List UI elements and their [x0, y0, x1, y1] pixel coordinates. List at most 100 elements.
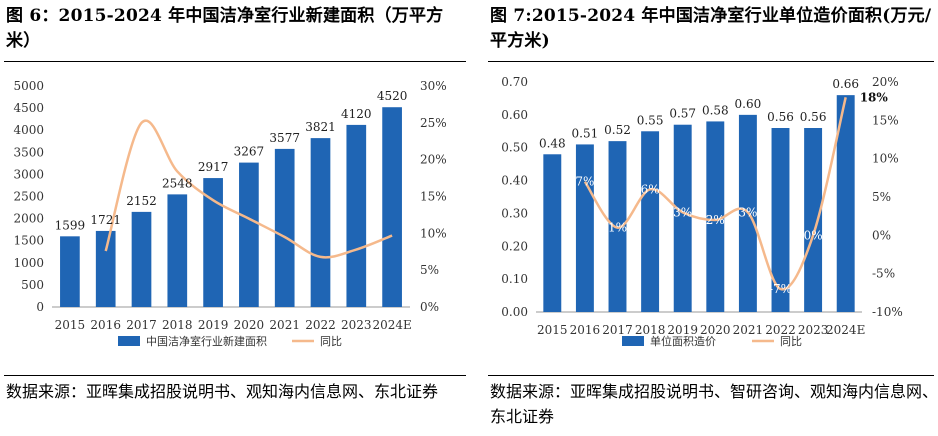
unit-cost-chart: 0.00 0.10 0.20 0.30 0.40 0.50 0.60 0.70 -10% -5% 0… [501, 75, 902, 348]
x-tick-label: 2016 [90, 318, 121, 332]
bar-data-label: 0.56 [767, 110, 794, 124]
y-left-tick-label: 0.70 [501, 75, 528, 89]
bar [804, 128, 823, 312]
bar-data-label: 3267 [234, 145, 265, 159]
legend-line-label: 同比 [780, 335, 802, 348]
line-data-label: 6% [641, 182, 660, 196]
line-data-labels: 7% 1% 6% 3% 2% 3% -7% 0% 18% [575, 90, 888, 296]
x-tick-label: 2022 [765, 323, 796, 337]
x-tick-label: 2024E [372, 318, 411, 332]
y-right-tick-label: 15% [420, 190, 447, 204]
bar-data-labels: 0.48 0.51 0.52 0.55 0.57 0.58 0.60 0.56 0.56 0.66 [539, 77, 859, 150]
legend-line-label: 同比 [320, 335, 342, 348]
y-right-tick-label: 10% [872, 152, 899, 166]
line-data-label: 2% [706, 213, 725, 227]
axes: 0.00 0.10 0.20 0.30 0.40 0.50 0.60 0.70 -10% -5% 0… [501, 75, 902, 337]
line-data-label: 3% [738, 205, 757, 219]
y-left-tick-label: 0.40 [501, 174, 528, 188]
source-note: 数据来源：亚晖集成招股说明书、观知海内信息网、东北证券 [6, 382, 439, 401]
y-right-tick-label: 0% [420, 300, 439, 314]
x-tick-label: 2020 [234, 318, 265, 332]
x-tick-label: 2024E [826, 323, 865, 337]
bar [673, 124, 692, 312]
bar [706, 121, 725, 312]
bar-data-label: 0.51 [572, 126, 599, 140]
bar-data-label: 4520 [377, 89, 408, 103]
bar-data-label: 0.52 [604, 123, 631, 137]
line-series [104, 119, 393, 259]
y-left-tick-label: 0.20 [501, 239, 528, 253]
bar [641, 131, 660, 312]
x-tick-label: 2017 [602, 323, 633, 337]
x-tick-label: 2019 [198, 318, 229, 332]
line-series [583, 97, 847, 291]
y-left-tick-label: 4000 [13, 123, 44, 137]
x-tick-label: 2015 [55, 318, 86, 332]
legend: 中国洁净室行业新建面积 同比 [118, 334, 342, 348]
axes: 0 500 1000 1500 2000 2500 3000 3500 4000 4500 5000… [13, 79, 446, 332]
legend: 单位面积造价 同比 [622, 334, 802, 348]
y-left-tick-label: 4500 [13, 101, 44, 115]
x-tick-label: 2023 [341, 318, 372, 332]
x-tick-label: 2018 [162, 318, 193, 332]
y-left-tick-label: 5000 [13, 79, 44, 93]
y-right-tick-label: 10% [420, 226, 447, 240]
bar-data-label: 2152 [126, 194, 157, 208]
bar [167, 194, 188, 307]
bar-data-label: 3821 [305, 120, 336, 134]
y-right-tick-label: 5% [420, 263, 439, 277]
bar-data-label: 0.48 [539, 136, 566, 150]
y-left-tick-label: 2000 [13, 212, 44, 226]
x-tick-label: 2015 [537, 323, 568, 337]
bar [274, 148, 295, 307]
chart-panel-right: 图 7:2015-2024 年中国洁净室行业单位造价面积(万元/平方米) 0.0… [484, 0, 938, 436]
source-divider [4, 375, 466, 376]
bar [771, 128, 790, 312]
bar [382, 107, 402, 307]
source-divider [488, 375, 934, 376]
chart-title: 图 6：2015-2024 年中国洁净室行业新建面积（万平方米） [6, 6, 444, 51]
y-left-tick-label: 3500 [13, 145, 44, 159]
line-data-label: 18% [860, 90, 889, 104]
legend-bar-label: 单位面积造价 [650, 334, 716, 348]
y-left-tick-label: 0 [36, 300, 44, 314]
x-tick-label: 2016 [570, 323, 601, 337]
bar-series [60, 107, 402, 307]
bar [203, 178, 223, 307]
legend-bar-swatch [622, 336, 644, 346]
line-data-label: 7% [575, 175, 594, 189]
y-right-tick-label: 15% [872, 113, 899, 127]
y-right-tick-label: 20% [420, 153, 447, 167]
y-left-tick-label: 500 [21, 278, 44, 292]
area-growth-chart: 0 500 1000 1500 2000 2500 3000 3500 4000 4500 5000… [13, 79, 446, 348]
bar-data-label: 0.60 [735, 97, 762, 111]
y-left-tick-label: 2500 [13, 190, 44, 204]
bar [575, 144, 594, 312]
bar-data-label: 4120 [341, 107, 372, 121]
bar-data-label: 3577 [269, 131, 300, 145]
y-left-tick-label: 1500 [13, 234, 44, 248]
bar-data-label: 0.58 [702, 103, 729, 117]
y-left-tick-label: 0.10 [501, 272, 528, 286]
bar-data-label: 2548 [162, 176, 193, 190]
y-left-tick-label: 1000 [13, 256, 44, 270]
x-tick-label: 2021 [269, 318, 300, 332]
y-right-tick-label: 25% [420, 116, 447, 130]
y-right-tick-label: -5% [872, 267, 895, 281]
legend-bar-swatch [118, 336, 140, 346]
y-left-tick-label: 0.00 [501, 305, 528, 319]
bar-data-label: 1721 [90, 213, 121, 227]
x-tick-label: 2017 [126, 318, 157, 332]
y-left-tick-label: 0.30 [501, 206, 528, 220]
title-divider [4, 61, 466, 62]
bar-data-label: 0.55 [637, 113, 664, 127]
chart-panel-left: 图 6：2015-2024 年中国洁净室行业新建面积（万平方米） 0 500 100… [4, 6, 466, 401]
x-tick-label: 2023 [798, 323, 829, 337]
bar [60, 236, 80, 307]
bar [95, 230, 116, 307]
y-left-tick-label: 0.60 [501, 108, 528, 122]
bar-data-label: 1599 [55, 218, 86, 232]
line-data-label: 0% [804, 228, 823, 242]
y-right-tick-label: 0% [872, 228, 891, 242]
x-tick-label: 2022 [305, 318, 336, 332]
